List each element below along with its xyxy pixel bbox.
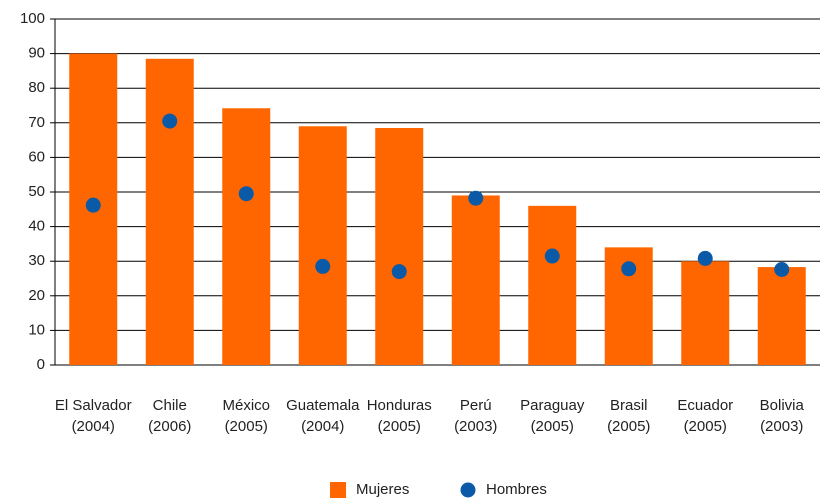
legend-swatch [330, 482, 346, 498]
x-tick-label: Paraguay [520, 397, 585, 414]
bar [757, 267, 806, 365]
legend-swatch [460, 482, 476, 498]
dot [238, 186, 254, 202]
dot [621, 261, 637, 277]
y-tick-label: 30 [28, 252, 45, 269]
x-tick-label: (2006) [148, 418, 191, 435]
y-tick-label: 70 [28, 114, 45, 131]
dot [697, 250, 713, 266]
x-tick-label: El Salvador [55, 397, 132, 414]
bar [222, 108, 271, 365]
bar [145, 58, 194, 365]
dot [774, 262, 790, 278]
x-tick-label: (2003) [454, 418, 497, 435]
dot [544, 248, 560, 264]
x-tick-label: (2005) [607, 418, 650, 435]
x-tick-label: (2004) [301, 418, 344, 435]
x-tick-label: Honduras [367, 397, 432, 414]
x-tick-label: México [222, 397, 270, 414]
x-tick-label: Ecuador [677, 397, 733, 414]
x-tick-label: Guatemala [286, 397, 360, 414]
x-tick-label: (2005) [531, 418, 574, 435]
y-tick-label: 40 [28, 218, 45, 235]
y-tick-label: 90 [28, 45, 45, 62]
y-tick-label: 100 [20, 10, 45, 27]
x-tick-label: (2005) [225, 418, 268, 435]
x-tick-label: (2004) [72, 418, 115, 435]
y-tick-label: 50 [28, 183, 45, 200]
bar [528, 205, 577, 365]
x-tick-label: (2003) [760, 418, 803, 435]
x-tick-label: Bolivia [760, 397, 805, 414]
bar [375, 127, 424, 366]
bar [451, 195, 500, 365]
dot [391, 264, 407, 280]
y-tick-label: 60 [28, 148, 45, 165]
legend-label: Hombres [486, 481, 547, 498]
x-tick-label: (2005) [684, 418, 727, 435]
dot [315, 258, 331, 274]
x-tick-label: (2005) [378, 418, 421, 435]
y-tick-label: 0 [37, 356, 45, 373]
bar [298, 126, 347, 365]
bar [681, 261, 730, 365]
x-tick-label: Chile [153, 397, 187, 414]
dot [85, 197, 101, 213]
y-tick-label: 80 [28, 79, 45, 96]
dot [162, 113, 178, 129]
legend-label: Mujeres [356, 481, 409, 498]
y-tick-label: 10 [28, 321, 45, 338]
dot [468, 190, 484, 206]
x-tick-label: Brasil [610, 397, 648, 414]
x-tick-label: Perú [460, 397, 492, 414]
y-tick-label: 20 [28, 287, 45, 304]
